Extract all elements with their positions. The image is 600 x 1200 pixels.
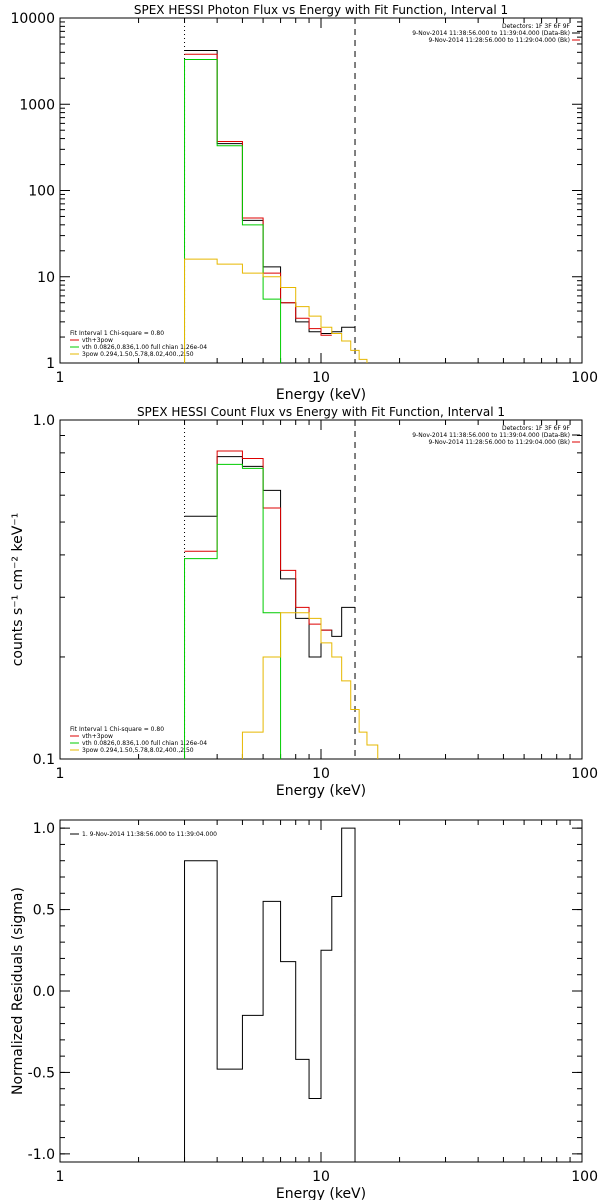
y-tick-label: 0.5: [33, 903, 55, 919]
legend-entry: Fit Interval 1 Chi-square = 0.80: [70, 726, 164, 733]
series-0-histogram: [184, 827, 356, 1162]
y-tick-label: 0.0: [33, 984, 55, 1000]
legend-entry: 9-Nov-2014 11:28:56.000 to 11:29:04.000 …: [428, 439, 570, 446]
x-tick-label: 100: [571, 370, 598, 386]
legend-entry: 3pow 0.294,1.50,5.78,8.02,400.,2.50: [82, 747, 194, 754]
x-axis-label: Energy (keV): [276, 783, 366, 799]
series-3-histogram: [184, 258, 368, 363]
x-tick-label: 10: [312, 1169, 330, 1185]
residuals-panel: 1 10 100 -1.0 -0.5 0.0 0.5 1.0 Energy (keV) Norma…: [10, 819, 598, 1200]
y-tick-label: 100: [28, 184, 55, 200]
series-3-histogram: [241, 612, 379, 759]
chart-title: SPEX HESSI Count Flux vs Energy with Fit…: [137, 405, 505, 419]
series-1-histogram: [184, 53, 332, 336]
legend-entry: 9-Nov-2014 11:38:56.000 to 11:39:04.000 …: [412, 432, 570, 439]
x-tick-label: 10: [312, 766, 330, 782]
y-tick-label: -1.0: [28, 1147, 55, 1163]
series-2-histogram: [184, 59, 282, 363]
x-axis-label: Energy (keV): [276, 1186, 366, 1200]
x-tick-label: 1: [56, 370, 65, 386]
x-tick-label: 1: [56, 766, 65, 782]
y-tick-label: 1000: [19, 97, 55, 113]
series-0-histogram: [184, 49, 356, 334]
x-axis-label: Energy (keV): [276, 387, 366, 403]
photon-flux-panel: 1 10 100 1 10 100 1000 10000 SPEX HESSI Photon F…: [10, 3, 598, 403]
legend-entry: vth+3pow: [82, 733, 113, 740]
y-tick-label: 10000: [10, 11, 55, 27]
legend-entry: 9-Nov-2014 11:38:56.000 to 11:39:04.000 …: [412, 30, 570, 37]
y-tick-label: 1: [46, 356, 55, 372]
y-tick-label: 1.0: [33, 821, 55, 837]
legend-entry: 1. 9-Nov-2014 11:38:56.000 to 11:39:04.0…: [82, 831, 217, 838]
series-0-histogram: [184, 456, 356, 658]
y-tick-label: -0.5: [28, 1065, 55, 1081]
y-tick-label: 10: [37, 270, 55, 286]
plot-frame: [59, 17, 583, 364]
legend-entry: Detectors: 1F 3F 6F 9F: [502, 23, 571, 30]
y-axis-label: counts s⁻¹ cm⁻² keV⁻¹: [10, 513, 26, 667]
legend-entry: 3pow 0.294,1.50,5.78,8.02,400.,2.50: [82, 351, 194, 358]
y-tick-label: 0.1: [33, 752, 55, 768]
plot-frame: [59, 419, 583, 760]
x-tick-label: 10: [312, 370, 330, 386]
x-tick-label: 100: [571, 1169, 598, 1185]
y-tick-label: 1.0: [33, 413, 55, 429]
legend-entry: Detectors: 1F 3F 6F 9F: [502, 425, 571, 432]
chart-title: SPEX HESSI Photon Flux vs Energy with Fi…: [134, 3, 508, 17]
series-2-histogram: [184, 463, 282, 759]
legend-entry: Fit Interval 1 Chi-square = 0.80: [70, 330, 164, 337]
x-tick-label: 100: [571, 766, 598, 782]
legend-entry: vth+3pow: [82, 337, 113, 344]
x-tick-label: 1: [56, 1169, 65, 1185]
y-axis-label: Normalized Residuals (sigma): [10, 887, 26, 1095]
count-flux-panel: 1 10 100 0.1 1.0 SPEX HESSI Count Flux vs Ene…: [10, 405, 598, 799]
legend-entry: 9-Nov-2014 11:28:56.000 to 11:29:04.000 …: [428, 37, 570, 44]
legend-entry: vth 0.0826,0.836,1.00 full chian 1.26e-0…: [82, 344, 207, 351]
legend-entry: vth 0.0826,0.836,1.00 full chian 1.26e-0…: [82, 740, 207, 747]
series-1-histogram: [184, 450, 332, 631]
